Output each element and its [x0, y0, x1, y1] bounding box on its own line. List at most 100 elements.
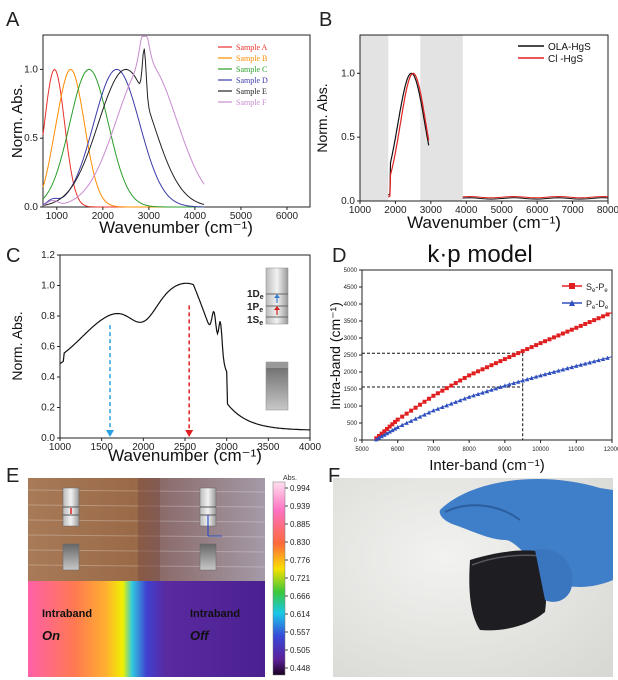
panel-a-xlabel: Wavenumber (cm⁻¹) [99, 218, 253, 237]
y-tick-label: 0.8 [41, 311, 55, 322]
y-tick-label: 2000 [344, 370, 358, 376]
data-point [387, 429, 392, 434]
x-tick-label: 8000 [462, 447, 476, 453]
intraband-on-state: On [42, 628, 60, 643]
data-point [601, 314, 606, 319]
data-point [489, 387, 494, 392]
x-tick-label: 10000 [532, 447, 549, 453]
x-tick-label: 5000 [230, 211, 253, 222]
data-point [511, 380, 516, 386]
data-point [476, 369, 481, 374]
data-point [543, 339, 548, 344]
panel-d-xlabel: Inter-band (cm⁻¹) [429, 457, 544, 474]
colorbar-tick-label: 0.830 [290, 538, 311, 547]
data-point [395, 417, 400, 422]
data-point [413, 416, 418, 421]
data-point [462, 375, 467, 380]
legend-pe-de: Pe-De [586, 299, 609, 311]
data-point [467, 373, 472, 378]
data-point [583, 361, 588, 366]
legend-label: Cl -HgS [548, 54, 583, 65]
x-tick-label: 7000 [561, 205, 584, 216]
spectrum-line [59, 282, 310, 431]
data-point [596, 357, 601, 363]
x-tick-label: 3000 [138, 211, 161, 222]
y-tick-label: 1000 [344, 404, 358, 410]
data-point [560, 331, 565, 336]
colorbar-tick-label: 0.994 [290, 484, 311, 493]
colorbar-title: Abs. [283, 475, 297, 482]
data-point [376, 435, 382, 440]
y-tick-label: 3000 [344, 336, 358, 342]
flexible-film [469, 550, 547, 631]
data-point [529, 375, 534, 380]
data-point [547, 370, 552, 376]
data-point [578, 362, 583, 367]
y-tick-label: 0.5 [341, 132, 355, 143]
x-tick-label: 4000 [184, 211, 207, 222]
data-point [502, 383, 508, 388]
data-point [458, 378, 463, 383]
data-point [387, 424, 392, 429]
panel-b-chart: 1000 2000 3000 4000 5000 6000 7000 8000 0.0 0.5 1.… [314, 34, 618, 232]
y-tick-label: 5000 [344, 268, 358, 274]
data-point [379, 434, 384, 439]
data-point [587, 360, 592, 365]
colorbar-tick-label: 0.721 [290, 574, 311, 583]
data-point [435, 391, 440, 396]
panel-a-chart: 1000 2000 3000 4000 5000 6000 0.0 0.5 1.0 Sample… [9, 34, 311, 237]
y-tick-label: 4000 [344, 302, 358, 308]
data-point [583, 321, 588, 326]
level-1d-label: 1D [247, 289, 260, 300]
series-line [387, 72, 430, 196]
data-point [520, 378, 525, 383]
legend-label: Sample E [236, 87, 267, 96]
series-line-sample-c [42, 68, 205, 208]
data-point [471, 371, 476, 376]
data-point [426, 410, 432, 415]
data-point [493, 386, 499, 391]
data-point [453, 399, 458, 404]
data-point [379, 431, 384, 436]
data-point [578, 323, 583, 328]
legend-label: Sample A [236, 43, 268, 52]
series-line-sample-e [42, 48, 205, 206]
data-point [569, 327, 574, 332]
data-point [489, 363, 494, 368]
x-tick-label: 2500 [174, 442, 197, 453]
level-1p-label: 1P [247, 302, 260, 313]
data-point [471, 393, 476, 398]
data-point [431, 393, 436, 398]
data-point [384, 431, 390, 436]
x-tick-label: 1500 [91, 442, 114, 453]
level-1p-sub: e [259, 307, 263, 314]
svg-text:1Pe: 1Pe [247, 302, 263, 314]
panel-c-chart: 1000 1500 2000 2500 3000 3500 4000 0.0 0.2 0.4 0.6… [9, 250, 322, 465]
legend-label: OLA-HgS [548, 42, 591, 53]
panel-d-ylabel: Intra-band (cm⁻¹) [327, 302, 343, 410]
x-tick-label: 6000 [391, 447, 405, 453]
colorbar-tick-label: 0.666 [290, 592, 311, 601]
level-1s-label: 1S [247, 315, 260, 326]
data-point [382, 432, 387, 437]
data-point [449, 383, 454, 388]
data-point [418, 402, 423, 407]
data-point [399, 422, 405, 427]
data-point [444, 386, 449, 391]
y-tick-label: 0.2 [41, 403, 55, 414]
data-point [569, 364, 575, 370]
data-point [392, 426, 398, 431]
colorbar-tick-label: 0.505 [290, 646, 311, 655]
data-point [551, 369, 557, 374]
x-tick-label: 6000 [276, 211, 299, 222]
data-point [560, 367, 566, 372]
colorbar-tick-label: 0.939 [290, 502, 311, 511]
data-point [520, 349, 525, 354]
data-point [449, 401, 454, 406]
energy-level-diagram: 1De 1Pe 1Se [247, 267, 289, 411]
y-tick-label: 0 [354, 438, 358, 444]
data-point [556, 368, 561, 373]
panel-d-chart: k·p model 5000 6000 7000 8000 9000 10000 11000… [327, 241, 618, 474]
series-tail [462, 197, 609, 200]
data-point [390, 427, 395, 433]
